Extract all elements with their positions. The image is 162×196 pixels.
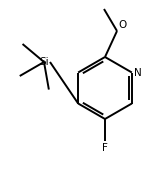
Text: N: N [134, 67, 142, 77]
Text: Si: Si [39, 57, 49, 67]
Text: O: O [118, 20, 126, 30]
Text: F: F [102, 143, 108, 153]
